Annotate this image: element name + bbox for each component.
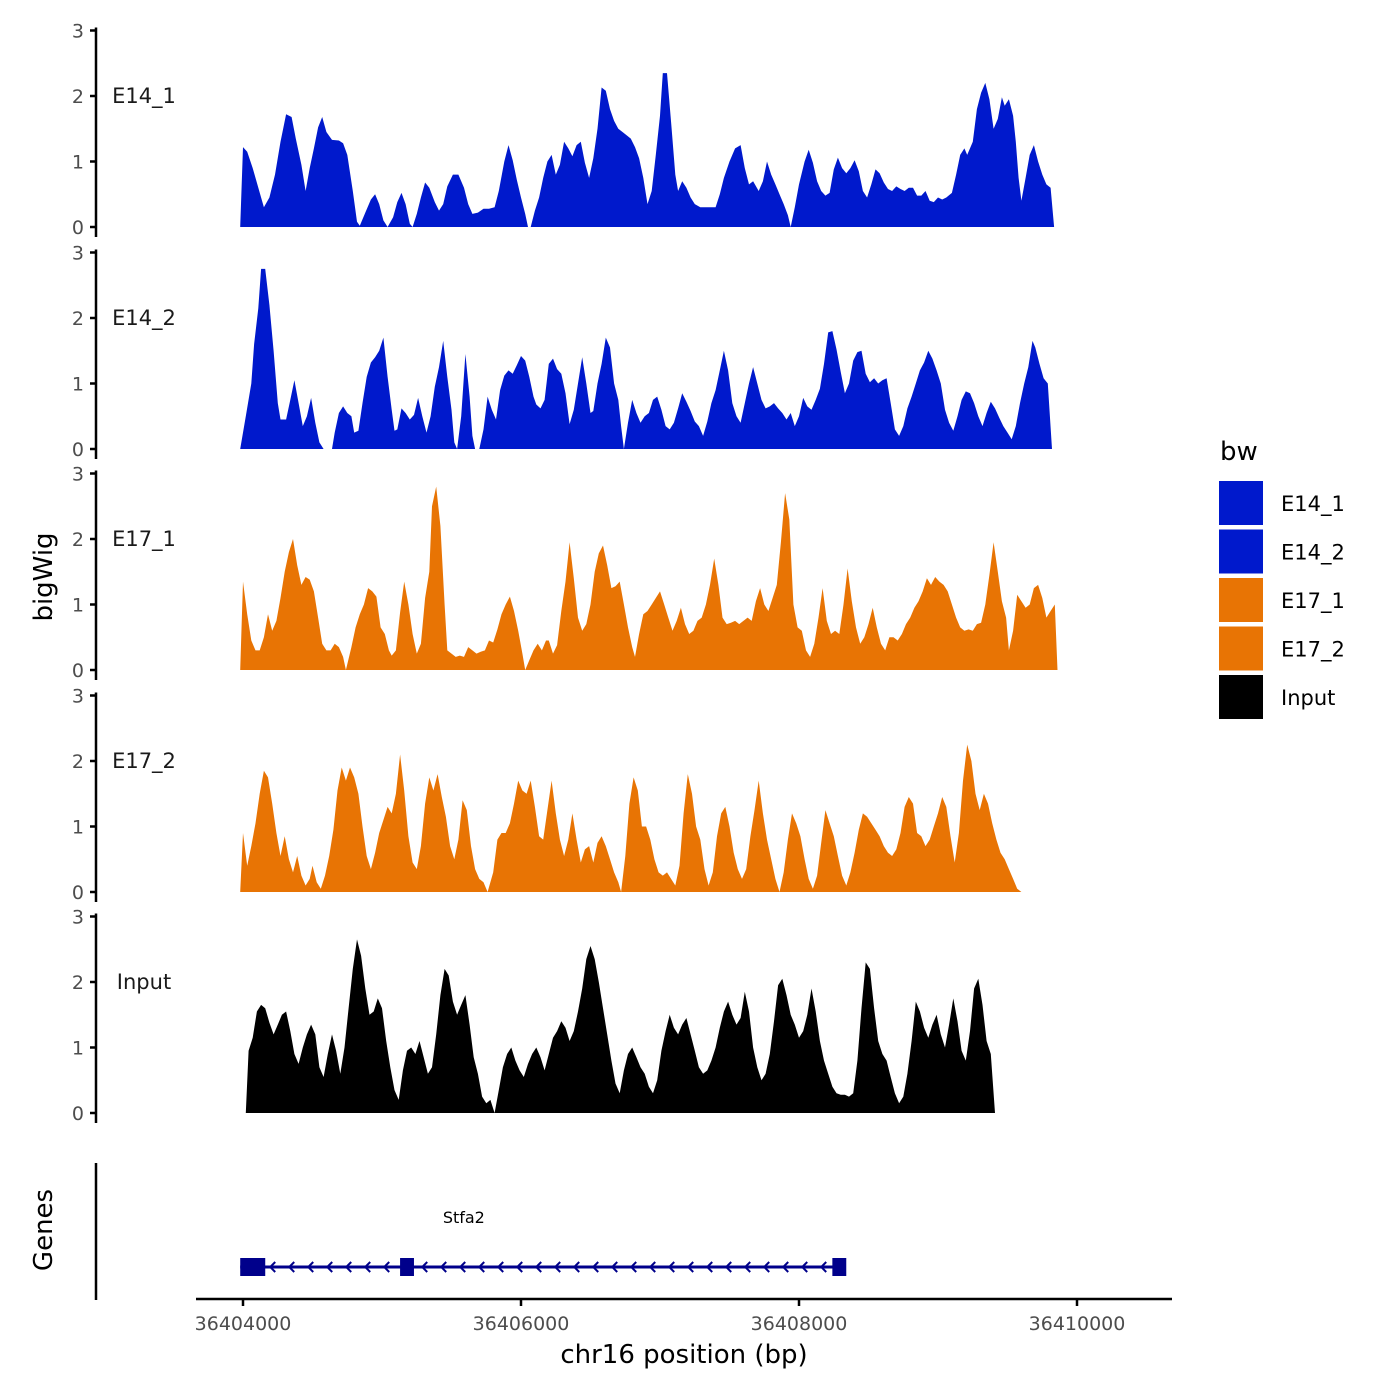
strand-arrow — [382, 1261, 390, 1273]
track-label-e17-2: E17_2 — [112, 749, 176, 774]
signal-tracks: 0 1 2 3 E14_1 0 1 2 3 E14_2 0 1 2 3 E17_1 0 1 2 3 E17_2 0 1 2 3… — [72, 21, 1058, 1125]
y-tick-label: 1 — [72, 817, 84, 839]
track-e14-1: 0 1 2 3 E14_1 — [72, 21, 1055, 239]
strand-arrow — [496, 1261, 504, 1273]
strand-arrow — [534, 1261, 542, 1273]
gene-exon — [832, 1258, 847, 1276]
strand-arrow — [268, 1261, 276, 1273]
strand-arrow — [743, 1261, 751, 1273]
strand-arrow — [572, 1261, 580, 1273]
strand-arrow — [610, 1261, 618, 1273]
strand-arrow — [553, 1261, 561, 1273]
y-tick-label: 3 — [72, 464, 84, 486]
y-tick-label: 0 — [72, 217, 84, 239]
x-tick-label: 36410000 — [1029, 1313, 1126, 1335]
strand-arrow — [686, 1261, 694, 1273]
legend-label-e17-2: E17_2 — [1281, 638, 1345, 663]
gene-exon — [400, 1258, 414, 1276]
track-label-e14-1: E14_1 — [112, 84, 176, 109]
y-tick-label: 3 — [72, 907, 84, 929]
x-tick-label: 36408000 — [751, 1313, 848, 1335]
strand-arrow — [762, 1261, 770, 1273]
track-e14-2: 0 1 2 3 E14_2 — [72, 243, 1052, 461]
y-tick-label: 0 — [72, 439, 84, 461]
legend-label-e14-1: E14_1 — [1281, 492, 1345, 517]
y-tick-label: 1 — [72, 152, 84, 174]
genes-panel: Genes Stfa2 — [29, 1163, 847, 1300]
x-axis-title: chr16 position (bp) — [560, 1340, 807, 1370]
y-tick-label: 2 — [72, 86, 84, 108]
gene-track: Stfa2 — [240, 1208, 847, 1276]
y-tick-label: 0 — [72, 1103, 84, 1125]
signal-area-e14-2 — [240, 268, 1052, 449]
legend: bw E14_1 E14_2 E17_1 E17_2 Input — [1219, 437, 1345, 719]
y-tick-label: 1 — [72, 1038, 84, 1060]
track-label-e17-1: E17_1 — [112, 527, 176, 552]
strand-arrow — [648, 1261, 656, 1273]
track-e17-2: 0 1 2 3 E17_2 — [72, 686, 1022, 904]
track-input: 0 1 2 3 Input — [72, 907, 996, 1125]
strand-arrow — [781, 1261, 789, 1273]
y-tick-label: 2 — [72, 529, 84, 551]
strand-arrow — [705, 1261, 713, 1273]
strand-arrow — [420, 1261, 428, 1273]
strand-arrow — [667, 1261, 675, 1273]
track-label-input: Input — [117, 970, 171, 994]
signal-area-e17-1 — [240, 486, 1058, 670]
strand-arrow — [363, 1261, 371, 1273]
strand-arrow — [800, 1261, 808, 1273]
legend-swatch-e17-1 — [1219, 578, 1263, 622]
y-tick-label: 3 — [72, 686, 84, 708]
legend-title: bw — [1220, 437, 1258, 467]
legend-label-e17-1: E17_1 — [1281, 589, 1345, 614]
y-tick-label: 3 — [72, 21, 84, 43]
legend-label-e14-2: E14_2 — [1281, 541, 1345, 566]
track-label-e14-2: E14_2 — [112, 306, 176, 331]
strand-arrow — [287, 1261, 295, 1273]
strand-arrow — [458, 1261, 466, 1273]
genes-panel-title: Genes — [29, 1189, 59, 1271]
y-tick-label: 2 — [72, 972, 84, 994]
strand-arrow — [819, 1261, 827, 1273]
strand-arrow — [344, 1261, 352, 1273]
legend-swatch-input — [1219, 675, 1263, 719]
y-tick-label: 0 — [72, 660, 84, 682]
y-tick-label: 0 — [72, 882, 84, 904]
strand-arrow — [325, 1261, 333, 1273]
strand-arrow — [591, 1261, 599, 1273]
signal-area-e17-2 — [240, 744, 1022, 892]
strand-arrow — [515, 1261, 523, 1273]
strand-arrow — [306, 1261, 314, 1273]
legend-swatch-e17-2 — [1219, 626, 1263, 671]
track-e17-1: 0 1 2 3 E17_1 — [72, 464, 1058, 682]
strand-arrow — [439, 1261, 447, 1273]
legend-label-input: Input — [1281, 686, 1335, 710]
y-tick-label: 1 — [72, 595, 84, 617]
gene-label: Stfa2 — [443, 1208, 485, 1227]
x-tick-label: 36404000 — [195, 1313, 292, 1335]
signal-area-e14-1 — [240, 73, 1055, 227]
x-tick-label: 36406000 — [473, 1313, 570, 1335]
y-axis-title: bigWig — [29, 532, 59, 621]
y-tick-label: 2 — [72, 308, 84, 330]
legend-swatch-e14-1 — [1219, 481, 1263, 525]
strand-arrow — [629, 1261, 637, 1273]
gene-exon — [240, 1258, 266, 1276]
y-tick-label: 2 — [72, 751, 84, 773]
y-tick-label: 1 — [72, 374, 84, 396]
strand-arrow — [477, 1261, 485, 1273]
x-axis: 36404000 36406000 36408000 36410000 — [195, 1297, 1172, 1335]
y-tick-label: 3 — [72, 243, 84, 265]
legend-swatch-e14-2 — [1219, 529, 1263, 574]
strand-arrow — [724, 1261, 732, 1273]
signal-area-input — [245, 939, 996, 1113]
